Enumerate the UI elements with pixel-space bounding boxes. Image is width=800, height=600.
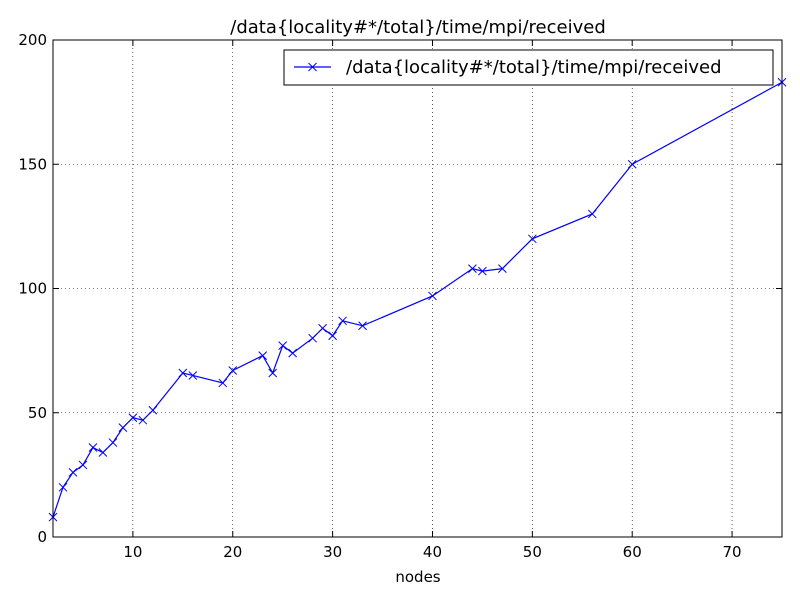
- y-tick-label: 150: [18, 155, 47, 173]
- data-point: [358, 321, 367, 331]
- tick-labels: 10 20 30 40 50 60 70 0 50 100 150 200: [18, 31, 741, 561]
- x-tick-label: 20: [223, 543, 242, 561]
- y-tick-label: 50: [28, 404, 47, 422]
- data-point: [288, 348, 298, 358]
- data-point: [108, 438, 118, 447]
- data-point: [338, 316, 347, 326]
- data-point: [118, 423, 128, 433]
- legend: /data{locality#*/total}/time/mpi/receive…: [283, 49, 774, 86]
- y-tick-label: 200: [18, 31, 47, 49]
- data-point: [498, 264, 507, 273]
- x-tick-label: 30: [323, 543, 342, 561]
- legend-x-marker: [308, 62, 317, 72]
- data-point: [178, 368, 188, 378]
- data-point: [308, 333, 317, 343]
- data-point: [587, 209, 597, 219]
- series-layer: [48, 77, 787, 522]
- data-point: [268, 368, 278, 378]
- data-point: [627, 159, 637, 169]
- data-point: [78, 460, 88, 470]
- legend-box: [283, 49, 774, 86]
- data-point: [228, 366, 238, 375]
- y-tick-label: 100: [18, 280, 47, 298]
- data-point: [138, 415, 148, 425]
- x-tick-label: 40: [423, 543, 442, 561]
- data-point: [188, 371, 198, 380]
- x-axis-label: nodes: [395, 568, 440, 586]
- data-point: [98, 448, 108, 457]
- data-point: [88, 443, 98, 452]
- legend-label: /data{locality#*/total}/time/mpi/receive…: [346, 57, 722, 78]
- chart-title: /data{locality#*/total}/time/mpi/receive…: [230, 17, 606, 38]
- data-point: [258, 351, 268, 360]
- x-tick-label: 50: [523, 543, 542, 561]
- legend-marker: [308, 62, 317, 72]
- x-tick-label: 60: [623, 543, 642, 561]
- data-point: [318, 323, 327, 333]
- data-point: [278, 341, 288, 351]
- data-point: [527, 234, 537, 244]
- data-point: [68, 468, 78, 477]
- y-tick-label: 0: [37, 528, 47, 546]
- data-point: [218, 378, 228, 388]
- grid: [53, 40, 782, 537]
- data-point: [478, 266, 487, 276]
- data-point: [468, 264, 477, 273]
- x-tick-label: 10: [123, 543, 142, 561]
- data-point: [428, 291, 437, 301]
- data-point: [328, 331, 337, 341]
- data-point: [58, 482, 68, 492]
- ticks: [53, 39, 782, 538]
- x-tick-label: 70: [723, 543, 742, 561]
- data-point: [148, 405, 158, 415]
- data-point: [128, 413, 138, 423]
